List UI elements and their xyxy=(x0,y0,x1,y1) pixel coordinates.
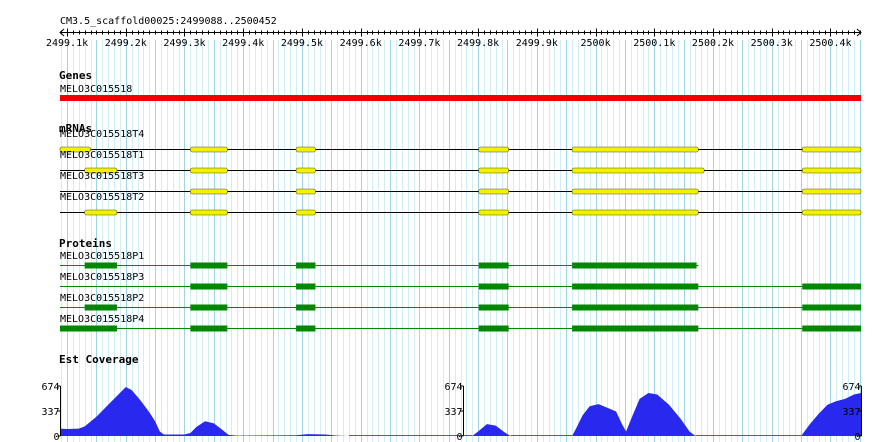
protein-cds[interactable] xyxy=(296,304,316,311)
coordinate-ruler[interactable]: 2499.1k 2499.2k 2499.3k 2499.4k 2499.5k 2499.… xyxy=(46,28,862,50)
mrna-exon[interactable] xyxy=(571,209,699,216)
mrna-exon[interactable] xyxy=(801,146,862,153)
mrna-name: MELO3C015518T2 xyxy=(60,192,144,203)
protein-cds[interactable] xyxy=(190,304,228,311)
coverage-scale-label: 0 xyxy=(53,432,59,442)
mrna-exon[interactable] xyxy=(84,167,118,174)
ruler-tick-label: 2499.8k xyxy=(457,38,499,49)
protein-cds[interactable] xyxy=(296,262,316,269)
protein-cds[interactable] xyxy=(296,283,316,290)
mrna-exon[interactable] xyxy=(478,209,509,216)
mrnas-track: MELO3C015518T4 MELO3C015518T1 MELO3C015518… xyxy=(59,129,862,216)
mrna-exon[interactable] xyxy=(295,209,316,216)
mrna-exon[interactable] xyxy=(478,188,509,195)
genes-track: MELO3C015518 xyxy=(60,84,861,101)
ruler-tick-label: 2500.2k xyxy=(692,38,734,49)
mrna-exon[interactable] xyxy=(571,146,699,153)
coverage-scale-label: 337 xyxy=(41,407,59,418)
ruler-tick-label: 2500k xyxy=(581,38,611,49)
gene-feature[interactable] xyxy=(60,95,861,101)
mrna-exon[interactable] xyxy=(190,209,228,216)
mrna-exon[interactable] xyxy=(295,188,316,195)
ruler-tick-label: 2499.7k xyxy=(398,38,440,49)
grid-lines xyxy=(61,40,861,442)
mrna-exon[interactable] xyxy=(801,209,862,216)
mrna-exon[interactable] xyxy=(801,167,862,174)
ruler-tick-label: 2499.4k xyxy=(222,38,264,49)
protein-cds[interactable] xyxy=(84,262,117,269)
mrna-exon[interactable] xyxy=(478,167,509,174)
ruler-tick-label: 2499.2k xyxy=(105,38,147,49)
protein-cds[interactable] xyxy=(478,304,509,311)
mrna-name: MELO3C015518T4 xyxy=(60,129,144,140)
protein-cds[interactable] xyxy=(60,325,117,332)
protein-cds[interactable] xyxy=(572,325,699,332)
ruler-tick-label: 2499.6k xyxy=(340,38,382,49)
genes-track-title: Genes xyxy=(59,69,92,82)
ruler-tick-label: 2499.5k xyxy=(281,38,323,49)
protein-cds[interactable] xyxy=(572,262,697,269)
protein-cds[interactable] xyxy=(296,325,316,332)
protein-cds[interactable] xyxy=(572,283,699,290)
region-label: CM3.5_scaffold00025:2499088..2500452 xyxy=(60,16,277,27)
mrna-exon[interactable] xyxy=(190,146,228,153)
coverage-scale-label: 337 xyxy=(842,407,860,418)
protein-name: MELO3C015518P1 xyxy=(60,251,144,262)
protein-name: MELO3C015518P4 xyxy=(60,314,144,325)
mrna-exon[interactable] xyxy=(84,209,118,216)
mrna-exon[interactable] xyxy=(571,167,705,174)
mrna-exon[interactable] xyxy=(295,146,316,153)
ruler-tick-label: 2499.1k xyxy=(46,38,88,49)
coverage-scale-label: 674 xyxy=(444,382,462,393)
gene-name: MELO3C015518 xyxy=(60,84,132,95)
coverage-area[interactable] xyxy=(60,387,861,436)
coverage-scale-label: 337 xyxy=(444,407,462,418)
protein-cds[interactable] xyxy=(802,283,861,290)
protein-name: MELO3C015518P2 xyxy=(60,293,144,304)
est-coverage-track: 674 337 0 674 337 0 674 337 0 xyxy=(41,382,862,442)
ruler-tick-label: 2499.9k xyxy=(516,38,558,49)
mrna-exon[interactable] xyxy=(571,188,699,195)
mrna-name: MELO3C015518T3 xyxy=(60,171,144,182)
protein-cds[interactable] xyxy=(478,325,509,332)
coverage-scale-label: 0 xyxy=(854,432,860,442)
coverage-scale-label: 0 xyxy=(456,432,462,442)
protein-cds[interactable] xyxy=(802,325,861,332)
mrna-name: MELO3C015518T1 xyxy=(60,150,144,161)
mrna-exon[interactable] xyxy=(190,167,228,174)
protein-cds[interactable] xyxy=(190,325,228,332)
protein-cds[interactable] xyxy=(84,304,117,311)
coverage-track-title: Est Coverage xyxy=(59,353,139,366)
protein-cds[interactable] xyxy=(190,262,228,269)
mrna-exon[interactable] xyxy=(801,188,862,195)
protein-cds[interactable] xyxy=(190,283,228,290)
mrna-exon[interactable] xyxy=(295,167,316,174)
protein-cds[interactable] xyxy=(802,304,861,311)
mrnas-track-title: mRNAs xyxy=(59,122,92,135)
ruler-tick-label: 2499.3k xyxy=(163,38,205,49)
ruler-tick-label: 2500.4k xyxy=(809,38,851,49)
proteins-track: MELO3C015518P1 MELO3C015518P3 MELO3C015518… xyxy=(60,251,861,332)
protein-cds[interactable] xyxy=(478,262,509,269)
coverage-scale-label: 674 xyxy=(842,382,860,393)
mrna-exon[interactable] xyxy=(478,146,509,153)
protein-name: MELO3C015518P3 xyxy=(60,272,144,283)
protein-cds[interactable] xyxy=(572,304,699,311)
ruler-left-arrow-icon[interactable] xyxy=(59,28,65,37)
proteins-track-title: Proteins xyxy=(59,237,112,250)
protein-cds[interactable] xyxy=(478,283,509,290)
coverage-scale-label: 674 xyxy=(41,382,59,393)
ruler-tick-label: 2500.1k xyxy=(633,38,675,49)
mrna-exon[interactable] xyxy=(190,188,228,195)
mrna-exon[interactable] xyxy=(59,146,91,153)
ruler-tick-label: 2500.3k xyxy=(751,38,793,49)
